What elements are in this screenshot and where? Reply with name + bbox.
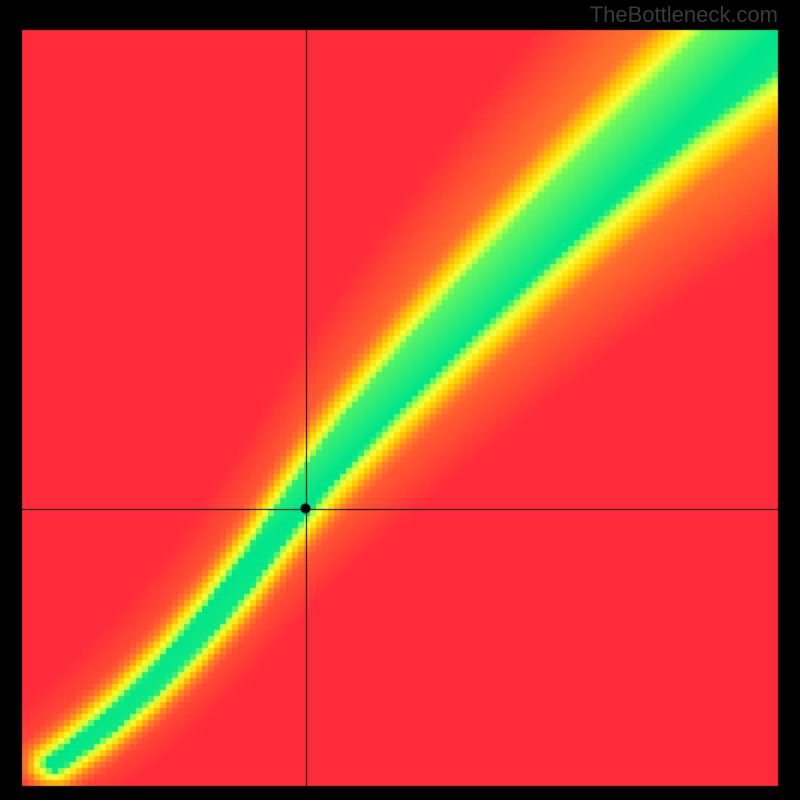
bottleneck-heatmap-canvas: [0, 0, 800, 800]
chart-container: TheBottleneck.com: [0, 0, 800, 800]
watermark-text: TheBottleneck.com: [590, 2, 778, 28]
